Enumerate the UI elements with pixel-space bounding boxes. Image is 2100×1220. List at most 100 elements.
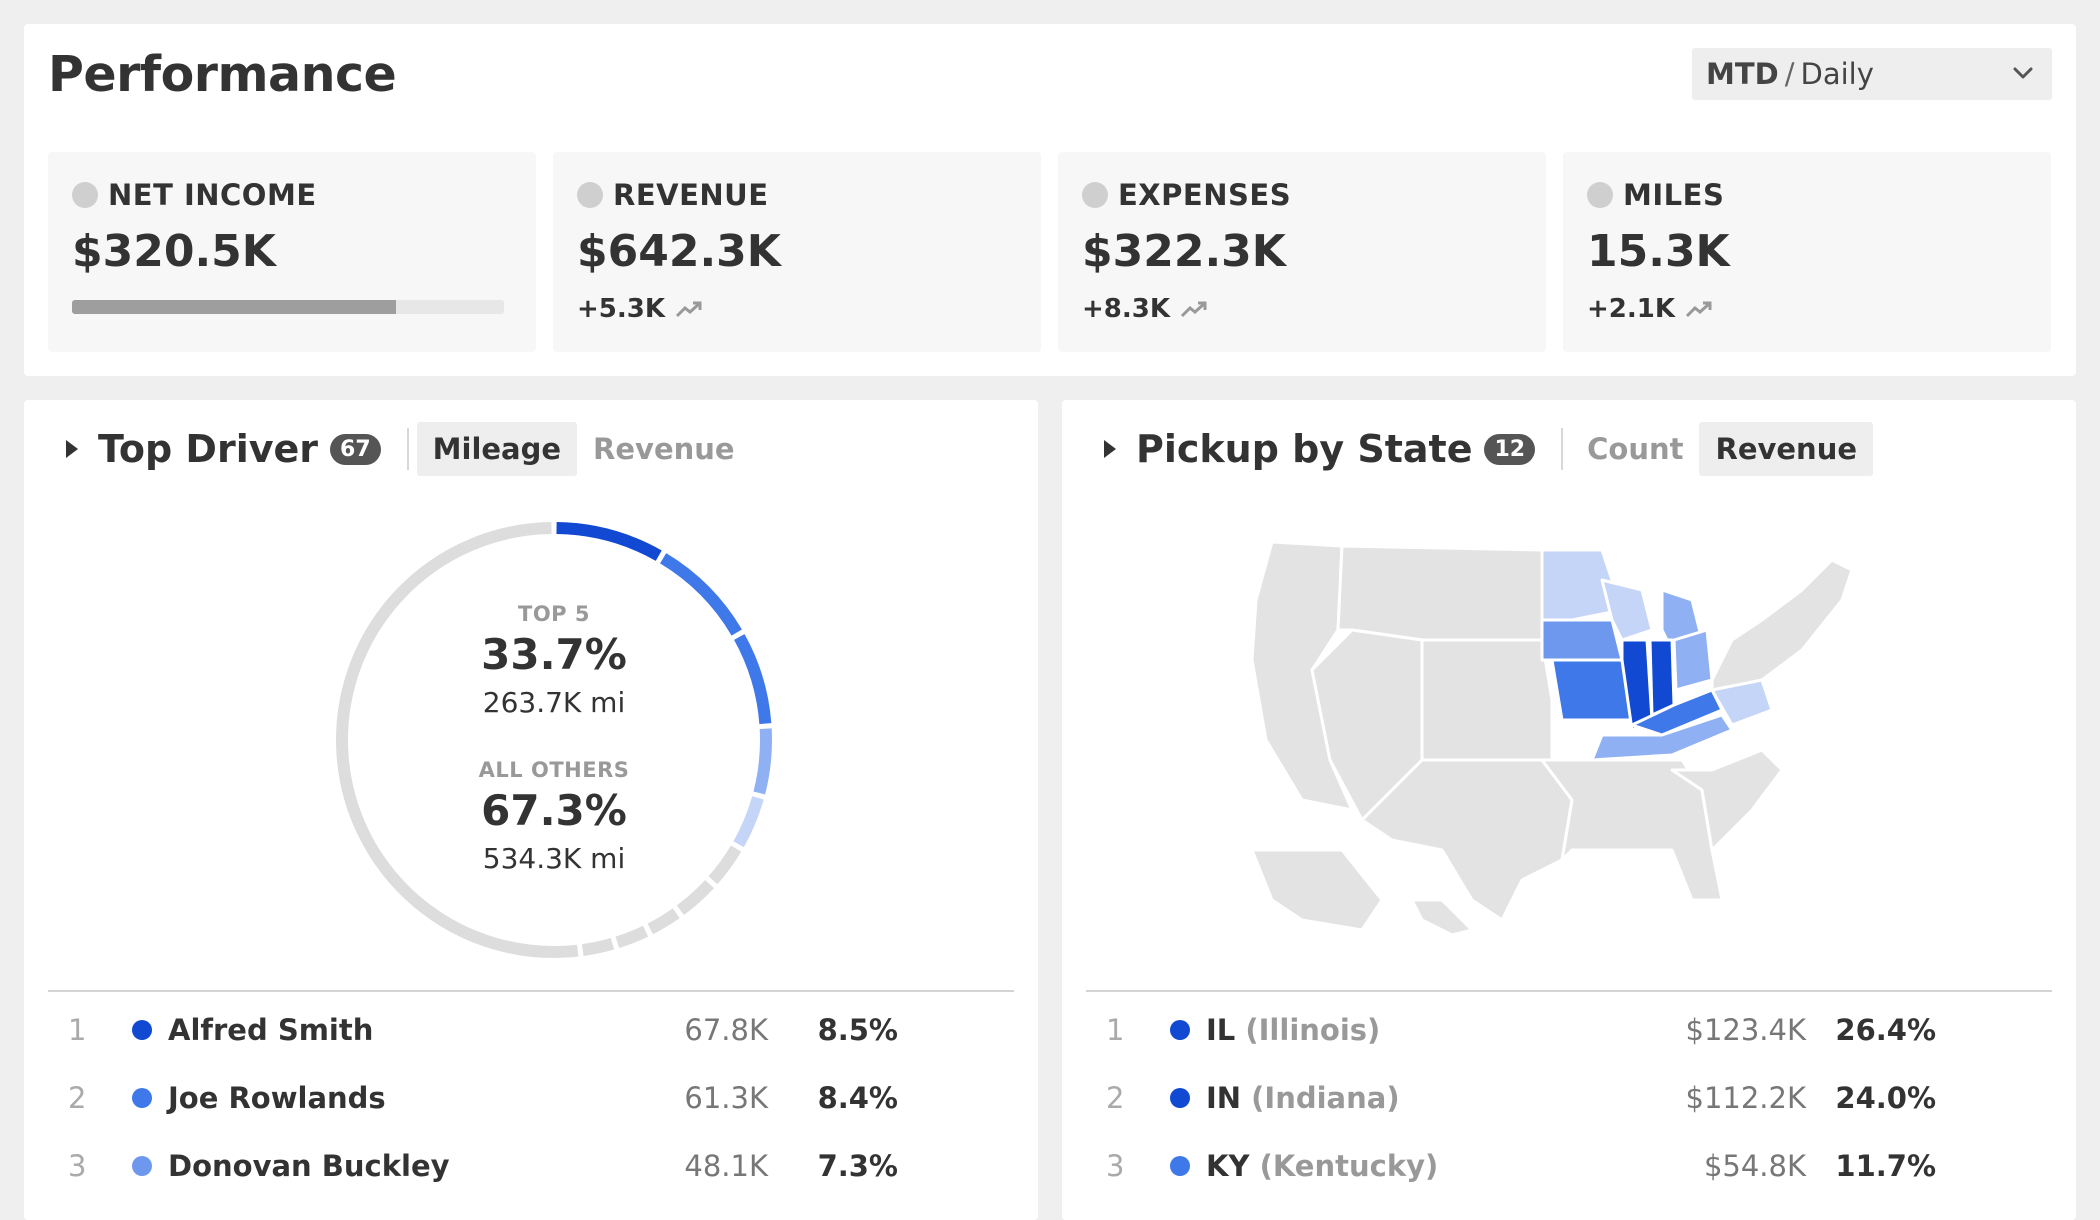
donut-segment-other-2[interactable] bbox=[676, 879, 714, 916]
donut-segment-top-3[interactable] bbox=[734, 634, 772, 725]
others-percent: 67.3% bbox=[481, 786, 627, 835]
row-color-dot bbox=[1170, 1088, 1190, 1108]
kpi-label: MILES bbox=[1623, 178, 1725, 212]
map-alaska bbox=[1250, 848, 1384, 932]
driver-mileage: 67.8K bbox=[684, 1013, 768, 1047]
driver-donut-chart: TOP 5 33.7% 263.7K mi ALL OTHERS 67.3% 5… bbox=[314, 500, 794, 980]
driver-row[interactable]: 3 Donovan Buckley 48.1K 7.3% bbox=[48, 1136, 1014, 1196]
pickup-by-state-card: Pickup by State 12 Count Revenue bbox=[1062, 400, 2076, 1220]
kpi-delta: +8.3K bbox=[1082, 294, 1208, 324]
driver-percent: 8.5% bbox=[817, 1013, 898, 1047]
map-state-ia bbox=[1540, 618, 1624, 662]
row-rank: 3 bbox=[68, 1149, 87, 1183]
driver-mileage: 48.1K bbox=[684, 1149, 768, 1183]
pickup-title: Pickup by State bbox=[1136, 427, 1473, 471]
map-region-northwest bbox=[1336, 544, 1544, 642]
tab-mileage[interactable]: Mileage bbox=[416, 422, 578, 476]
map-region-texas bbox=[1360, 758, 1574, 922]
state-percent: 11.7% bbox=[1835, 1149, 1936, 1183]
tab-revenue[interactable]: Revenue bbox=[593, 432, 735, 466]
map-region-southeast bbox=[1670, 748, 1784, 852]
donut-segment-other-4[interactable] bbox=[615, 925, 649, 949]
us-map bbox=[1250, 540, 1854, 937]
map-hawaii bbox=[1410, 898, 1474, 937]
donut-segment-top-5[interactable] bbox=[733, 796, 764, 848]
expand-triangle-icon[interactable] bbox=[64, 438, 80, 460]
period-dropdown[interactable]: MTD / Daily bbox=[1692, 48, 2052, 100]
net-income-progress-bar bbox=[72, 300, 504, 314]
donut-svg bbox=[336, 522, 772, 958]
map-state-mo bbox=[1550, 658, 1634, 722]
expand-triangle-icon[interactable] bbox=[1102, 438, 1118, 460]
driver-row[interactable]: 2 Joe Rowlands 61.3K 8.4% bbox=[48, 1068, 1014, 1128]
state-fullname: (Illinois) bbox=[1245, 1013, 1381, 1047]
map-state-tn bbox=[1590, 713, 1734, 762]
period-granularity: Daily bbox=[1800, 57, 1874, 91]
kpi-value: $642.3K bbox=[577, 226, 781, 277]
row-rank: 2 bbox=[68, 1081, 87, 1115]
top5-percent: 33.7% bbox=[481, 630, 627, 679]
driver-row[interactable]: 1 Alfred Smith 67.8K 8.5% bbox=[48, 1000, 1014, 1060]
map-state-in bbox=[1648, 638, 1676, 717]
performance-card: Performance MTD / Daily NET INCOME $320.… bbox=[24, 24, 2076, 376]
header-divider bbox=[406, 428, 409, 470]
row-color-dot bbox=[1170, 1020, 1190, 1040]
state-code: IN bbox=[1206, 1081, 1242, 1115]
donut-segment-other-5[interactable] bbox=[581, 937, 615, 956]
state-fullname: (Indiana) bbox=[1251, 1081, 1400, 1115]
map-region-plains bbox=[1420, 638, 1554, 762]
others-label: ALL OTHERS bbox=[478, 758, 630, 782]
kpi-delta-value: +2.1K bbox=[1587, 294, 1675, 324]
kpi-label: NET INCOME bbox=[108, 178, 317, 212]
state-row[interactable]: 3 KY (Kentucky) $54.8K 11.7% bbox=[1086, 1136, 2052, 1196]
row-color-dot bbox=[132, 1156, 152, 1176]
kpi-status-dot bbox=[577, 182, 603, 208]
donut-segment-other-6[interactable] bbox=[336, 522, 579, 958]
donut-segment-other-1[interactable] bbox=[708, 845, 742, 885]
kpi-label: REVENUE bbox=[613, 178, 769, 212]
top5-value: 263.7K mi bbox=[482, 686, 626, 719]
kpi-status-dot bbox=[72, 182, 98, 208]
state-name: KY (Kentucky) bbox=[1206, 1149, 1438, 1183]
kpi-delta-value: +5.3K bbox=[577, 294, 665, 324]
donut-segment-top-2[interactable] bbox=[659, 553, 742, 636]
state-code: IL bbox=[1206, 1013, 1236, 1047]
list-divider bbox=[48, 990, 1014, 992]
state-name: IL (Illinois) bbox=[1206, 1013, 1380, 1047]
kpi-revenue[interactable]: REVENUE $642.3K +5.3K bbox=[553, 152, 1041, 352]
driver-name: Donovan Buckley bbox=[168, 1149, 450, 1183]
state-row[interactable]: 2 IN (Indiana) $112.2K 24.0% bbox=[1086, 1068, 2052, 1128]
row-color-dot bbox=[1170, 1156, 1190, 1176]
kpi-value: 15.3K bbox=[1587, 226, 1730, 277]
state-percent: 24.0% bbox=[1835, 1081, 1936, 1115]
donut-segment-other-3[interactable] bbox=[647, 908, 680, 935]
kpi-value: $320.5K bbox=[72, 226, 276, 277]
state-revenue: $54.8K bbox=[1703, 1149, 1806, 1183]
map-state-va bbox=[1710, 678, 1774, 727]
state-percent: 26.4% bbox=[1835, 1013, 1936, 1047]
row-rank: 1 bbox=[1106, 1013, 1125, 1047]
state-revenue: $123.4K bbox=[1685, 1013, 1807, 1047]
top-driver-title: Top Driver bbox=[98, 427, 319, 471]
kpi-status-dot bbox=[1587, 182, 1613, 208]
donut-segment-top-1[interactable] bbox=[556, 522, 662, 561]
trend-up-icon bbox=[1685, 301, 1712, 318]
tab-revenue[interactable]: Revenue bbox=[1699, 422, 1874, 476]
driver-name: Joe Rowlands bbox=[168, 1081, 386, 1115]
top5-label: TOP 5 bbox=[518, 602, 590, 626]
state-name: IN (Indiana) bbox=[1206, 1081, 1400, 1115]
driver-mileage: 61.3K bbox=[684, 1081, 768, 1115]
state-row[interactable]: 1 IL (Illinois) $123.4K 26.4% bbox=[1086, 1000, 2052, 1060]
state-count-badge: 12 bbox=[1484, 433, 1536, 465]
donut-segment-top-4[interactable] bbox=[753, 728, 772, 795]
trend-up-icon bbox=[675, 301, 702, 318]
tab-count[interactable]: Count bbox=[1587, 432, 1684, 466]
period-range: MTD bbox=[1706, 57, 1779, 91]
kpi-expenses[interactable]: EXPENSES $322.3K +8.3K bbox=[1058, 152, 1546, 352]
kpi-net-income[interactable]: NET INCOME $320.5K bbox=[48, 152, 536, 352]
kpi-miles[interactable]: MILES 15.3K +2.1K bbox=[1563, 152, 2051, 352]
driver-percent: 8.4% bbox=[817, 1081, 898, 1115]
driver-count-badge: 67 bbox=[330, 433, 381, 465]
row-color-dot bbox=[132, 1088, 152, 1108]
row-rank: 3 bbox=[1106, 1149, 1125, 1183]
